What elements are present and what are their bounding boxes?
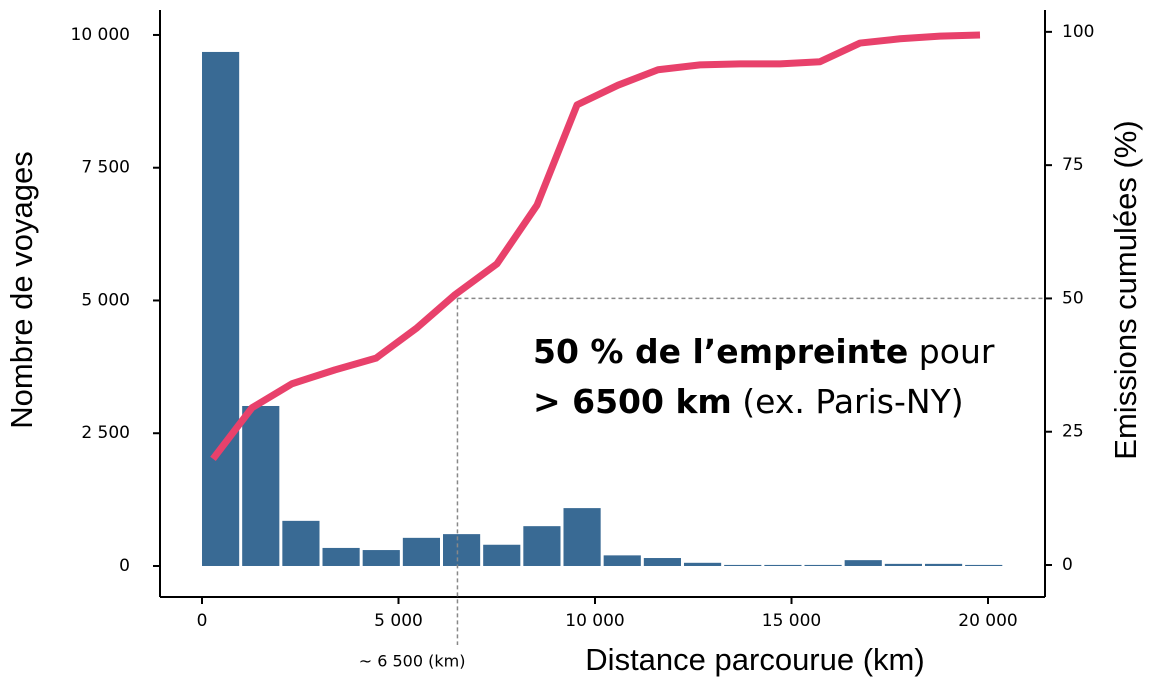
bar	[523, 526, 561, 566]
y-tick-label: 5 000	[81, 290, 130, 310]
y-tick-label: 2 500	[81, 423, 130, 443]
bar	[282, 520, 320, 566]
x-tick-label: 10 000	[565, 611, 624, 631]
bar	[884, 563, 922, 566]
x-tick-label: 5 000	[374, 611, 423, 631]
bar	[844, 560, 882, 566]
bar	[724, 564, 762, 566]
annotation: > 6500 km (ex. Paris-NY)	[533, 382, 964, 421]
bar	[402, 537, 441, 566]
y2-tick-label: 50	[1062, 288, 1084, 308]
annotation-bold: > 6500 km	[533, 382, 732, 421]
bar	[443, 534, 481, 566]
bar	[362, 550, 400, 566]
bar	[483, 544, 521, 566]
y2-axis-title: Emissions cumulées (%)	[1108, 120, 1143, 459]
bar	[242, 405, 280, 566]
x-axis-title: Distance parcourue (km)	[585, 642, 924, 677]
x-tick-label: 0	[197, 611, 208, 631]
x-tick-label: 20 000	[958, 611, 1017, 631]
y2-tick-label: 25	[1062, 422, 1084, 442]
bar	[643, 558, 681, 566]
bar	[764, 564, 802, 566]
y-tick-label: 0	[119, 556, 130, 576]
bar	[804, 564, 842, 566]
annotation: 50 % de l’empreinte pour	[533, 332, 995, 371]
bar	[202, 51, 240, 566]
y-tick-label: 7 500	[81, 158, 130, 178]
y2-tick-label: 75	[1062, 155, 1084, 175]
annotation-text: pour	[908, 332, 995, 371]
bar	[965, 564, 1003, 566]
bar	[322, 547, 360, 566]
reference-label: ~ 6 500 (km)	[359, 652, 466, 671]
bar	[683, 562, 722, 566]
annotation-text: (ex. Paris-NY)	[732, 382, 964, 421]
bar	[924, 563, 963, 566]
bar	[563, 508, 601, 566]
cumulative-line	[210, 31, 981, 462]
y2-tick-label: 100	[1062, 22, 1094, 42]
y-axis-title: Nombre de voyages	[4, 151, 39, 428]
y-tick-label: 10 000	[71, 25, 130, 45]
x-tick-label: 15 000	[762, 611, 821, 631]
bar	[603, 555, 641, 566]
annotation-bold: 50 % de l’empreinte	[533, 332, 908, 371]
y2-tick-label: 0	[1062, 555, 1073, 575]
